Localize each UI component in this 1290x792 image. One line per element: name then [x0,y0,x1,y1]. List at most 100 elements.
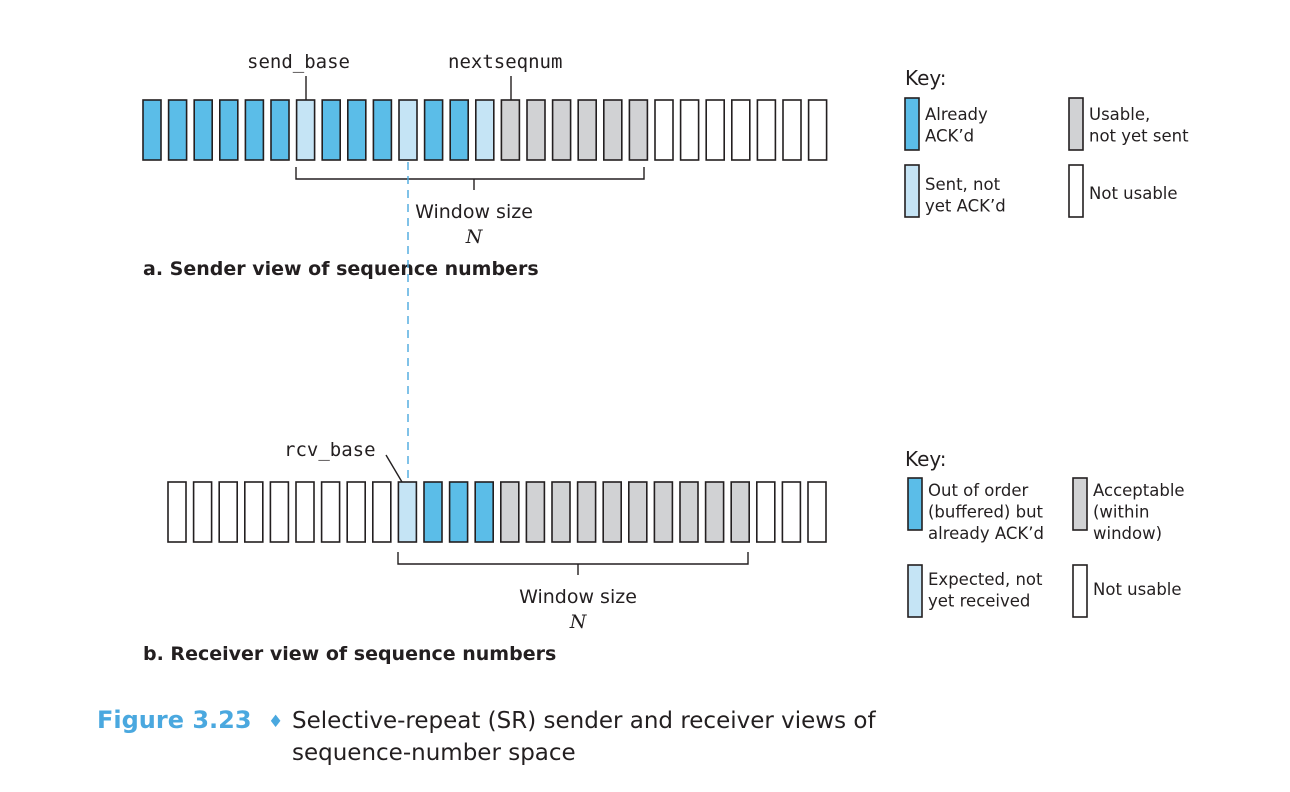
receiver-sequence-boxes [167,481,827,543]
sender-seq-box-3 [219,99,239,161]
receiver-seq-box-18 [627,481,648,543]
sender-key-label-sent-0: Sent, not [925,175,1001,194]
receiver-seq-box-8 [371,481,392,543]
receiver-window-label: Window size [519,586,637,608]
sender-seq-box-19 [628,99,649,161]
receiver-key-label-acked-0: Out of order [928,481,1029,500]
sender-key-label-sent-1: yet ACK’d [925,197,1006,216]
sender-seq-box-13 [474,99,495,161]
receiver-seq-box-24 [781,481,802,543]
sender-key-swatch-usable [1068,97,1084,151]
sender-seq-box-6 [295,99,316,161]
sender-seq-box-9 [372,99,393,161]
sender-seq-box-12 [449,99,470,161]
receiver-seq-box-4 [269,481,290,543]
receiver-key-label-unusable-0: Not usable [1093,580,1182,599]
receiver-seq-box-15 [551,481,571,543]
receiver-key-label-usable-1: (within [1093,503,1150,522]
sender-seq-box-22 [705,99,726,161]
receiver-seq-box-2 [218,481,238,543]
receiver-key-swatch-sent [907,564,923,618]
sender-seq-box-21 [679,99,700,161]
receiver-key-swatch-unusable [1072,564,1088,618]
receiver-seq-box-22 [730,481,751,543]
receiver-seq-box-12 [474,481,495,543]
receiver-seq-box-13 [499,481,520,543]
sender-key-swatch-sent [904,164,920,218]
sender-seq-box-7 [321,99,342,161]
receiver-key-label-sent-0: Expected, not [928,570,1043,589]
sender-seq-box-26 [807,99,828,161]
receiver-seq-box-6 [320,481,341,543]
send-base-label: send_base [247,51,350,73]
sender-view: send_base nextseqnum Window size N a. Se… [142,51,828,280]
receiver-seq-box-23 [755,481,776,543]
sender-seq-box-11 [423,99,444,161]
caption-line-2: sequence-number space [292,740,576,766]
receiver-key-title: Key: [905,447,947,471]
receiver-seq-box-19 [653,481,674,543]
figure-number: Figure 3.23 [97,706,252,734]
sender-seq-box-8 [346,99,367,161]
sender-key-title: Key: [905,66,947,90]
sender-key-label-acked-1: ACK’d [925,127,974,146]
sender-window-label: Window size [415,201,533,223]
sender-seq-box-17 [577,99,598,161]
sender-window-bracket [295,167,645,180]
sender-key-swatch-acked [904,97,920,151]
nextseqnum-label: nextseqnum [448,51,562,73]
receiver-seq-box-14 [525,481,546,543]
receiver-seq-box-7 [346,481,367,543]
sender-seq-box-16 [551,99,572,161]
sender-window-n: N [465,226,484,248]
receiver-seq-box-17 [602,481,623,543]
caption-line-1: Selective-repeat (SR) sender and receive… [292,708,876,734]
receiver-seq-box-10 [423,481,443,543]
receiver-key: Key: Out of order (buffered) but already A… [905,447,1185,618]
sender-seq-box-1 [167,99,188,161]
sender-seq-box-2 [193,99,213,161]
sender-key-label-unusable-0: Not usable [1089,184,1178,203]
receiver-key-swatch-usable [1072,477,1088,531]
sender-seq-box-15 [526,99,546,161]
sender-sequence-boxes [142,99,828,161]
receiver-key-label-usable-0: Acceptable [1093,481,1185,500]
receiver-key-label-acked-2: already ACK’d [928,524,1044,543]
figure-bullet-icon: ♦ [268,712,283,732]
rcv-base-label: rcv_base [284,439,376,461]
receiver-seq-box-1 [192,481,213,543]
sender-seq-box-18 [602,99,623,161]
receiver-subtitle: b. Receiver view of sequence numbers [143,643,556,665]
sender-seq-box-20 [654,99,674,161]
sender-seq-box-10 [398,99,418,161]
receiver-view: rcv_base Window size N b. Receiver view … [143,439,827,665]
receiver-key-label-usable-2: window) [1093,524,1162,543]
receiver-seq-box-5 [295,481,315,543]
receiver-seq-box-9 [397,481,418,543]
sender-seq-box-4 [244,99,265,161]
sender-seq-box-5 [270,99,290,161]
sender-key-label-usable-1: not yet sent [1089,127,1189,146]
receiver-seq-box-20 [679,481,699,543]
receiver-seq-box-16 [576,481,597,543]
sender-subtitle: a. Sender view of sequence numbers [143,258,539,280]
sender-seq-box-25 [782,99,802,161]
receiver-seq-box-11 [448,481,469,543]
receiver-seq-box-3 [244,481,264,543]
receiver-window-n: N [569,611,588,633]
sender-seq-box-24 [756,99,777,161]
receiver-key-label-acked-1: (buffered) but [928,503,1044,522]
figure-caption: Figure 3.23 ♦ Selective-repeat (SR) send… [97,706,876,766]
sender-key: Key: Already ACK’d Usable, not yet sent Sent… [904,66,1189,218]
sender-key-label-usable-0: Usable, [1089,105,1150,124]
sender-key-label-acked-0: Already [925,105,988,124]
receiver-key-swatch-acked [907,477,923,531]
receiver-window-bracket [397,552,749,565]
receiver-seq-box-0 [167,481,187,543]
sender-seq-box-23 [730,99,751,161]
receiver-seq-box-21 [704,481,725,543]
sender-seq-box-14 [500,99,521,161]
receiver-seq-box-25 [807,481,827,543]
sender-key-swatch-unusable [1068,164,1084,218]
